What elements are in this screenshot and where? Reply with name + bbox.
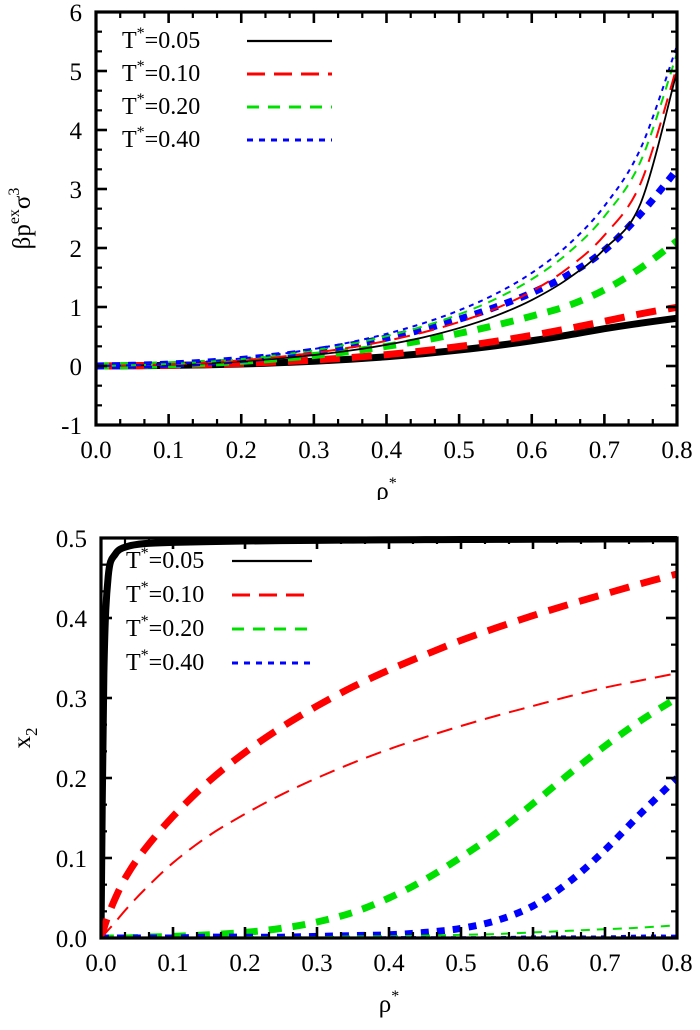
svg-text:ρ*: ρ*	[376, 475, 396, 500]
plot-svg: 0.0 0.1 0.2 0.3 0.4 0.5 0.6 0.7 0.8 -1 0 1 2 3 4 5 6 ρ* βp…	[6, 0, 693, 500]
series-line	[101, 695, 677, 938]
legend-label: T*=0.40	[126, 647, 204, 676]
y-axis-label: x2	[9, 728, 41, 749]
x-tick-label: 0.2	[229, 950, 260, 977]
y-tick-label: 0.3	[56, 686, 87, 713]
series-line	[101, 570, 677, 938]
legend-label: T*=0.40	[122, 124, 200, 153]
x-tick-label: 0.4	[373, 950, 405, 977]
x-tick-label: 0.3	[298, 437, 329, 464]
x-tick-label: 0.2	[226, 437, 257, 464]
series-line	[101, 672, 677, 938]
y-tick-label: 0.1	[56, 846, 87, 873]
x-tick-label: 0.1	[153, 437, 184, 464]
legend-label: T*=0.10	[122, 58, 200, 87]
legend-label: T*=0.05	[122, 25, 200, 54]
x-axis-label: ρ*	[379, 988, 399, 1018]
legend-label: T*=0.20	[122, 91, 200, 120]
y-axis-label: βpexσ3	[6, 188, 36, 250]
x-tick-label: 0.0	[80, 437, 111, 464]
legend: T*=0.05 T*=0.10 T*=0.20 T*=0.40	[126, 545, 312, 676]
x-tick-label: 0.5	[444, 437, 475, 464]
x-tick-label: 0.5	[445, 950, 476, 977]
series-line	[96, 45, 677, 367]
series-line	[101, 775, 677, 938]
series-line	[96, 238, 677, 370]
x-tick-label: 0.6	[516, 437, 547, 464]
svg-text:ρ*: ρ*	[379, 988, 399, 1018]
y-tick-label: 0.4	[56, 606, 88, 633]
svg-text:x2: x2	[9, 728, 41, 749]
y-tick-label: 5	[70, 59, 83, 86]
x-tick-label: 0.3	[301, 950, 332, 977]
axis-frame: 0.0 0.1 0.2 0.3 0.4 0.5 0.6 0.7 0.8 0.0 0.1 0.2 0.3 0…	[56, 526, 693, 977]
chart-panel-fraction: 0.0 0.1 0.2 0.3 0.4 0.5 0.6 0.7 0.8 0.0 0.1 0.2 0.3 0…	[0, 500, 700, 1030]
x-tick-label: 0.8	[661, 950, 692, 977]
y-tick-label: 1	[70, 295, 83, 322]
legend-label: T*=0.10	[126, 579, 204, 608]
x-tick-label: 0.1	[157, 950, 188, 977]
axis-frame: 0.0 0.1 0.2 0.3 0.4 0.5 0.6 0.7 0.8 -1 0 1 2 3 4 5 6	[61, 0, 692, 464]
y-tick-label: 4	[70, 118, 83, 145]
x-tick-label: 0.8	[661, 437, 692, 464]
x-tick-label: 0.4	[371, 437, 403, 464]
y-tick-label: 3	[70, 177, 83, 204]
y-tick-label: 2	[70, 236, 83, 263]
y-tick-label: 0.2	[56, 766, 87, 793]
legend: T*=0.05 T*=0.10 T*=0.20 T*=0.40	[122, 25, 332, 153]
plot-svg: 0.0 0.1 0.2 0.3 0.4 0.5 0.6 0.7 0.8 0.0 0.1 0.2 0.3 0…	[9, 526, 693, 1018]
x-tick-label: 0.6	[517, 950, 548, 977]
x-tick-label: 0.7	[589, 950, 620, 977]
y-tick-label: -1	[61, 413, 82, 440]
svg-text:βpexσ3: βpexσ3	[6, 188, 36, 250]
chart-panel-pressure: 0.0 0.1 0.2 0.3 0.4 0.5 0.6 0.7 0.8 -1 0 1 2 3 4 5 6 ρ* βp…	[0, 0, 700, 500]
legend-label: T*=0.20	[126, 613, 204, 642]
y-tick-label: 0.0	[56, 926, 87, 953]
data-series-group	[96, 45, 677, 370]
x-tick-label: 0.7	[589, 437, 620, 464]
legend-label: T*=0.05	[126, 545, 204, 574]
y-tick-label: 6	[70, 0, 83, 27]
y-tick-label: 0	[70, 354, 83, 381]
x-tick-label: 0.0	[85, 950, 116, 977]
y-tick-label: 0.5	[56, 526, 87, 553]
x-axis-label: ρ*	[376, 475, 396, 500]
